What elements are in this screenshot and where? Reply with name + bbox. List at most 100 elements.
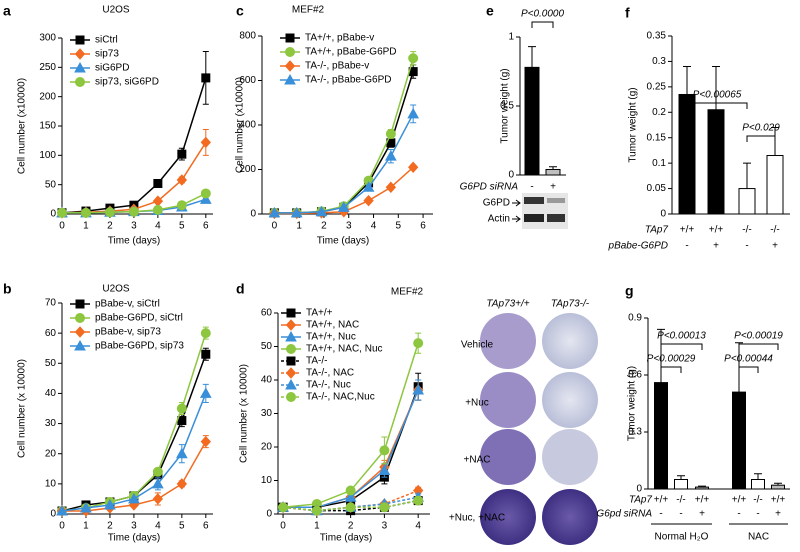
significance-bracket bbox=[660, 366, 682, 373]
x-tick-label: 1 bbox=[83, 521, 89, 532]
marker bbox=[315, 205, 328, 217]
chart-title: U2OS bbox=[102, 284, 130, 295]
marker bbox=[152, 204, 163, 215]
y-tick-label: 200 bbox=[239, 164, 256, 175]
x-axis-label: Time (days) bbox=[108, 236, 160, 247]
marker bbox=[128, 492, 140, 504]
marker bbox=[200, 328, 211, 339]
marker bbox=[104, 207, 115, 218]
category-label: - bbox=[685, 241, 688, 252]
panel-letter: e bbox=[486, 3, 494, 19]
image-row-label: Vehicle bbox=[461, 340, 494, 351]
legend-marker bbox=[285, 330, 297, 342]
legend-marker bbox=[75, 313, 85, 323]
category-label: + bbox=[699, 509, 705, 520]
legend-label: TA-/-, pBabe-G6PD bbox=[305, 75, 392, 86]
x-tick-label: 2 bbox=[321, 221, 327, 232]
legend-label: TA-/-, pBabe-v bbox=[305, 61, 369, 72]
marker bbox=[176, 478, 188, 490]
category-label: - bbox=[745, 241, 748, 252]
marker bbox=[57, 207, 67, 218]
legend-label: TA+/+, pBabe-G6PD bbox=[305, 47, 397, 58]
image-row-label: +Nuc bbox=[465, 398, 489, 409]
y-tick-label: 60 bbox=[45, 328, 57, 339]
x-tick-label: 2 bbox=[348, 521, 354, 532]
blot-label: G6PD bbox=[483, 198, 510, 209]
y-tick-label: 50 bbox=[45, 179, 57, 190]
legend-label: TA+/+, pBabe-v bbox=[305, 33, 374, 44]
marker bbox=[200, 136, 211, 149]
marker bbox=[345, 502, 356, 513]
legend-label: TA+/+, NAC bbox=[306, 320, 359, 331]
x-tick-label: 0 bbox=[280, 521, 286, 532]
legend-marker bbox=[285, 33, 295, 43]
legend-marker bbox=[286, 356, 296, 366]
bar bbox=[654, 382, 668, 490]
legend-marker bbox=[285, 378, 297, 390]
y-tick-label: 50 bbox=[261, 341, 273, 352]
bar bbox=[524, 66, 540, 176]
p-value: P<0.00019 bbox=[734, 331, 783, 342]
y-tick-label: 0 bbox=[50, 509, 56, 520]
marker bbox=[128, 206, 139, 217]
marker bbox=[80, 207, 91, 218]
category-label: +/+ bbox=[709, 225, 724, 236]
x-tick-label: 0 bbox=[59, 221, 65, 232]
y-tick-label: 20 bbox=[45, 448, 57, 459]
marker bbox=[152, 477, 164, 489]
bar bbox=[738, 188, 756, 215]
x-tick-label: 1 bbox=[314, 521, 320, 532]
chart-title: U2OS bbox=[102, 5, 130, 16]
y-tick-label: 0.3 bbox=[628, 427, 642, 438]
y-tick-label: 0.2 bbox=[652, 107, 666, 118]
category-label: - bbox=[679, 509, 682, 520]
x-tick-label: 1 bbox=[83, 221, 89, 232]
category-label: +/+ bbox=[695, 495, 710, 506]
x-axis-label: Time (days) bbox=[320, 533, 372, 544]
legend-marker bbox=[74, 61, 86, 73]
marker bbox=[200, 435, 211, 448]
legend-marker bbox=[286, 344, 296, 354]
y-tick-label: 30 bbox=[45, 418, 57, 429]
legend-label: sip73, siG6PD bbox=[95, 77, 159, 88]
legend-marker bbox=[75, 35, 85, 45]
marker bbox=[152, 493, 164, 505]
p-value: P<0.00029 bbox=[647, 354, 696, 365]
marker bbox=[378, 464, 391, 475]
x-tick-label: 3 bbox=[346, 221, 352, 232]
legend-label: TA-/-, NAC,Nuc bbox=[306, 392, 375, 403]
image-row-label: +Nuc, +NAC bbox=[449, 513, 505, 524]
bar bbox=[766, 155, 784, 215]
bar bbox=[771, 484, 785, 490]
category-label: -/- bbox=[770, 225, 779, 236]
series-line bbox=[61, 353, 207, 512]
y-tick-label: 20 bbox=[261, 442, 273, 453]
marker bbox=[268, 206, 281, 218]
blot-image bbox=[512, 193, 568, 229]
marker bbox=[379, 445, 390, 456]
y-tick-label: 0 bbox=[266, 509, 272, 520]
y-tick-label: 150 bbox=[39, 121, 56, 132]
marker bbox=[363, 194, 374, 207]
marker bbox=[362, 181, 375, 192]
category-label: -/- bbox=[676, 495, 685, 506]
y-tick-label: 200 bbox=[39, 91, 56, 102]
marker bbox=[199, 387, 212, 398]
chart-title: MEF#2 bbox=[292, 5, 325, 16]
legend-label: TA+/+ bbox=[306, 308, 333, 319]
y-tick-label: 0.25 bbox=[647, 81, 667, 92]
legend-marker bbox=[285, 367, 297, 379]
x-tick-label: 6 bbox=[420, 221, 426, 232]
legend-label: sip73 bbox=[95, 49, 119, 60]
y-tick-label: 800 bbox=[239, 31, 256, 42]
legend-label: TA-/- bbox=[306, 356, 327, 367]
y-tick-label: 0.1 bbox=[652, 158, 666, 169]
y-tick-label: 400 bbox=[239, 120, 256, 131]
x-tick-label: 5 bbox=[396, 221, 402, 232]
y-axis-label: Cell number (x10000) bbox=[235, 77, 246, 173]
error-bar bbox=[743, 162, 751, 189]
legend-marker bbox=[75, 299, 85, 309]
category-label: + bbox=[550, 182, 556, 193]
marker bbox=[201, 349, 211, 359]
